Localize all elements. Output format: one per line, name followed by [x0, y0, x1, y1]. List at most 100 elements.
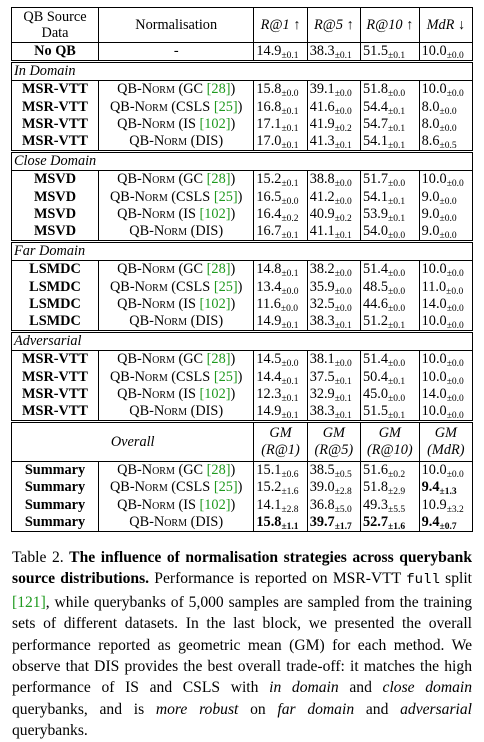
source-cell: MSVD — [11, 170, 99, 189]
text: QB-Norm — [117, 496, 175, 513]
metric-std: ±0.0 — [281, 286, 299, 297]
source-cell: MSVD — [11, 188, 99, 206]
metric-cell: 17.0±0.1 — [253, 133, 308, 152]
metric-cell: 48.5±0.0 — [359, 278, 420, 296]
metric-value: 14.8 — [256, 261, 282, 278]
column-header: GM (MdR) — [418, 420, 474, 463]
metric-value: 15.2 — [256, 171, 282, 188]
metric-value: 38.8 — [309, 171, 335, 188]
metric-value: 35.9 — [309, 278, 335, 295]
metric-cell: 38.8±0.0 — [306, 170, 361, 189]
text: ) — [230, 462, 236, 479]
text: ) — [230, 205, 236, 222]
metric-value: 16.5 — [256, 188, 282, 205]
metric-value: 39.0 — [309, 479, 335, 496]
metric-value: 8.0 — [421, 98, 440, 115]
metric-value: 16.4 — [256, 205, 282, 222]
metric-cell: 10.0±0.0 — [418, 170, 474, 190]
source-cell: LSMDC — [11, 313, 99, 332]
metric-cell: 39.7±1.7 — [306, 513, 361, 532]
metric-std: ±0.1 — [388, 123, 406, 134]
metric-std: ±0.1 — [388, 141, 406, 152]
metric-value: 9.4 — [421, 513, 440, 530]
metric-value: 10.0 — [421, 261, 447, 278]
metric-value: 49.3 — [362, 496, 388, 513]
metric-std: ±0.1 — [281, 321, 299, 332]
metric-cell: 10.9±3.2 — [418, 496, 474, 514]
column-header: R@1 ↑ — [253, 7, 308, 43]
metric-std: ±0.1 — [281, 51, 299, 61]
metric-value: 14.9 — [256, 403, 282, 420]
text: (IS — [174, 496, 200, 513]
text: and — [338, 679, 383, 697]
section-row: Close Domain — [11, 150, 473, 172]
metric-std: ±0.2 — [334, 123, 352, 134]
metric-value: 51.4 — [362, 261, 388, 278]
table-row: MSR-VTT QB-Norm (GC [28]) 14.5±0.0 38.1±0.0… — [11, 350, 474, 369]
header-line: GM — [269, 425, 292, 442]
metric-cell: 51.2±0.1 — [359, 313, 420, 332]
table-row: MSR-VTT QB-Norm (IS [102]) 17.1±0.1 41.9±0.… — [11, 115, 474, 134]
section-label: Close Domain — [11, 150, 473, 172]
source-cell: MSVD — [11, 205, 99, 224]
metric-value: 10.0 — [421, 171, 447, 188]
metric-value: 38.3 — [309, 403, 335, 420]
metric-value: 41.9 — [309, 115, 335, 132]
source-cell: MSR-VTT — [11, 133, 99, 152]
citation: [102] — [199, 205, 231, 222]
metric-value: 54.7 — [362, 115, 388, 132]
text: QB-Norm — [129, 403, 187, 420]
metric-cell: 45.0±0.0 — [359, 385, 420, 404]
metric-cell: 54.0±0.0 — [359, 223, 420, 242]
section-label: In Domain — [11, 60, 473, 82]
metric-std: ±1.6 — [281, 487, 299, 498]
section-label: Adversarial — [11, 330, 473, 352]
metric-value: 14.4 — [256, 368, 282, 385]
metric-value: 51.4 — [362, 351, 388, 368]
metric-value: 50.4 — [362, 368, 388, 385]
metric-std: ±0.1 — [388, 376, 406, 387]
metric-std: ±2.9 — [388, 487, 406, 498]
section-label: Far Domain — [11, 240, 473, 262]
table-row: LSMDC QB-Norm (CSLS [25]) 13.4±0.0 35.9±0.0… — [11, 278, 474, 297]
table-row: MSR-VTT QB-Norm (CSLS [25]) 16.8±0.1 41.6±0… — [11, 98, 474, 117]
metric-cell: 9.4±0.7 — [418, 513, 474, 532]
metric-cell: 51.5±0.1 — [359, 42, 420, 63]
metric-cell: 51.5±0.1 — [359, 403, 420, 422]
citation: [28] — [206, 351, 231, 368]
normalisation-cell: QB-Norm (DIS) — [97, 223, 255, 242]
text: more robust — [155, 700, 239, 718]
source-cell: MSR-VTT — [11, 98, 99, 116]
metric-cell: 40.9±0.2 — [306, 205, 361, 224]
text: Performance is reported on MSR-VTT — [149, 570, 407, 588]
metric-std: ±0.0 — [446, 179, 464, 190]
normalisation-cell: QB-Norm (GC [28]) — [97, 350, 255, 369]
metric-cell: 50.4±0.1 — [359, 368, 420, 387]
text: ) — [237, 278, 243, 295]
normalisation-cell: QB-Norm (GC [28]) — [97, 461, 255, 480]
table-row: LSMDC QB-Norm (DIS) 14.9±0.1 38.3±0.1 51.2±0… — [11, 313, 474, 332]
source-cell: MSR-VTT — [11, 368, 99, 386]
metric-std: ±0.0 — [388, 303, 406, 314]
text: ) — [230, 115, 236, 132]
metric-std: ±0.0 — [446, 470, 464, 481]
metric-cell: 14.1±2.8 — [253, 496, 308, 514]
header-line: GM — [434, 425, 457, 442]
metric-cell: 54.1±0.1 — [359, 133, 420, 152]
metric-std: ±0.1 — [281, 106, 299, 117]
metric-std: ±1.7 — [334, 521, 352, 532]
normalisation-cell: QB-Norm (IS [102]) — [97, 205, 255, 224]
metric-std: ±0.0 — [439, 123, 457, 134]
metric-value: 38.1 — [309, 351, 335, 368]
citation: [102] — [199, 295, 231, 312]
metric-value: 17.1 — [256, 115, 282, 132]
metric-std: ±1.6 — [388, 521, 406, 532]
metric-cell: 16.4±0.2 — [253, 205, 308, 224]
metric-cell: 38.3±0.1 — [306, 313, 361, 332]
section-row: Adversarial — [11, 330, 473, 352]
metric-value: 32.5 — [309, 295, 335, 312]
metric-value: 12.3 — [256, 385, 282, 402]
metric-std: ±0.1 — [281, 123, 299, 134]
header-line: GM — [322, 425, 345, 442]
text: ) — [230, 351, 236, 368]
